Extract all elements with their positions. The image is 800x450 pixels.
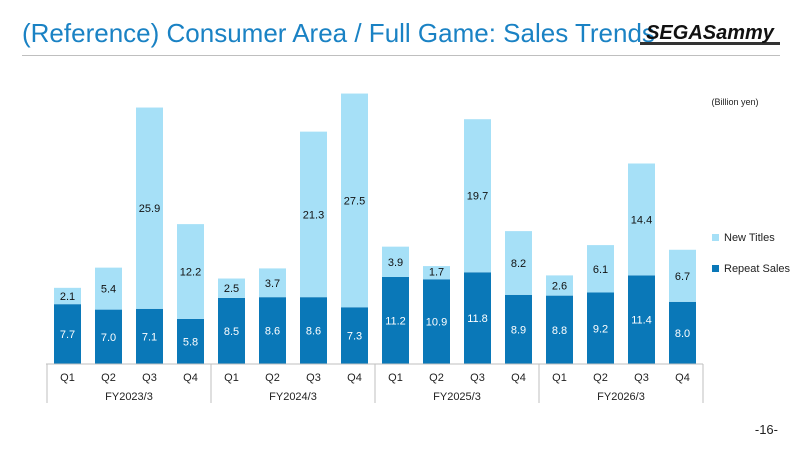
x-tick-label: Q2 bbox=[101, 372, 116, 384]
x-tick-label: Q1 bbox=[552, 372, 567, 384]
fiscal-year-label: FY2023/3 bbox=[105, 391, 153, 403]
x-tick-label: Q2 bbox=[593, 372, 608, 384]
bar-new-titles bbox=[95, 267, 122, 310]
data-label-new-titles: 3.7 bbox=[265, 278, 280, 290]
data-label-repeat-sales: 11.4 bbox=[631, 315, 652, 327]
bar-new-titles bbox=[382, 246, 409, 277]
bar-new-titles bbox=[587, 245, 614, 293]
data-label-repeat-sales: 8.0 bbox=[675, 328, 690, 340]
data-label-repeat-sales: 8.8 bbox=[552, 325, 567, 337]
data-label-new-titles: 27.5 bbox=[344, 195, 365, 207]
data-label-new-titles: 14.4 bbox=[631, 214, 652, 226]
page-number: -16- bbox=[754, 422, 778, 437]
bar-repeat-sales bbox=[505, 294, 532, 364]
bar-new-titles bbox=[628, 163, 655, 276]
data-label-new-titles: 19.7 bbox=[467, 191, 488, 203]
data-label-repeat-sales: 9.2 bbox=[593, 323, 608, 335]
bar-new-titles bbox=[136, 107, 163, 309]
data-label-new-titles: 8.2 bbox=[511, 258, 526, 270]
bar-new-titles bbox=[300, 131, 327, 298]
data-label-repeat-sales: 7.1 bbox=[142, 331, 157, 343]
data-label-new-titles: 1.7 bbox=[429, 266, 444, 278]
x-tick-label: Q2 bbox=[265, 372, 280, 384]
data-label-new-titles: 2.1 bbox=[60, 291, 75, 303]
bar-repeat-sales bbox=[259, 297, 286, 364]
bar-new-titles bbox=[341, 93, 368, 308]
bar-repeat-sales bbox=[341, 307, 368, 364]
page-title: (Reference) Consumer Area / Full Game: S… bbox=[22, 18, 655, 48]
legend-label: New Titles bbox=[724, 232, 775, 244]
data-label-repeat-sales: 7.0 bbox=[101, 332, 116, 344]
fiscal-year-label: FY2026/3 bbox=[597, 391, 645, 403]
bar-new-titles bbox=[546, 275, 573, 296]
unit-label: (Billion yen) bbox=[711, 97, 759, 107]
data-label-repeat-sales: 7.7 bbox=[60, 329, 75, 341]
bar-repeat-sales bbox=[464, 272, 491, 364]
bar-repeat-sales bbox=[54, 304, 81, 364]
data-label-new-titles: 12.2 bbox=[180, 267, 201, 279]
bar-repeat-sales bbox=[136, 308, 163, 364]
legend-swatch bbox=[712, 265, 719, 272]
bar-new-titles bbox=[423, 266, 450, 280]
company-logo: SEGASammy bbox=[640, 22, 780, 45]
x-tick-label: Q3 bbox=[142, 372, 157, 384]
data-label-repeat-sales: 11.8 bbox=[467, 313, 488, 325]
data-label-new-titles: 5.4 bbox=[101, 284, 116, 296]
bar-new-titles bbox=[464, 119, 491, 273]
data-label-new-titles: 6.1 bbox=[593, 264, 608, 276]
bar-repeat-sales bbox=[382, 276, 409, 364]
legend-label: Repeat Sales bbox=[724, 263, 791, 275]
data-label-repeat-sales: 7.3 bbox=[347, 331, 362, 343]
data-label-new-titles: 6.7 bbox=[675, 271, 690, 283]
bar-repeat-sales bbox=[177, 318, 204, 364]
bar-repeat-sales bbox=[669, 301, 696, 364]
bar-repeat-sales bbox=[423, 279, 450, 364]
x-tick-label: Q1 bbox=[60, 372, 75, 384]
bar-new-titles bbox=[177, 224, 204, 319]
fiscal-year-label: FY2024/3 bbox=[269, 391, 317, 403]
x-tick-label: Q3 bbox=[470, 372, 485, 384]
bar-repeat-sales bbox=[628, 275, 655, 364]
bar-new-titles bbox=[54, 287, 81, 305]
data-label-new-titles: 25.9 bbox=[139, 203, 160, 215]
x-tick-label: Q4 bbox=[347, 372, 362, 384]
data-label-repeat-sales: 8.6 bbox=[306, 326, 321, 338]
data-label-repeat-sales: 5.8 bbox=[183, 336, 198, 348]
bar-repeat-sales bbox=[300, 297, 327, 364]
bar-repeat-sales bbox=[546, 295, 573, 364]
data-label-repeat-sales: 8.5 bbox=[224, 326, 239, 338]
bar-new-titles bbox=[218, 278, 245, 298]
x-tick-label: Q4 bbox=[511, 372, 526, 384]
data-label-new-titles: 2.5 bbox=[224, 283, 239, 295]
bar-new-titles bbox=[259, 268, 286, 298]
data-label-repeat-sales: 8.9 bbox=[511, 324, 526, 336]
data-label-new-titles: 2.6 bbox=[552, 281, 567, 293]
data-label-new-titles: 21.3 bbox=[303, 209, 324, 221]
x-tick-label: Q1 bbox=[388, 372, 403, 384]
fiscal-year-label: FY2025/3 bbox=[433, 391, 481, 403]
bar-repeat-sales bbox=[95, 309, 122, 364]
x-tick-label: Q1 bbox=[224, 372, 239, 384]
legend-swatch bbox=[712, 234, 719, 241]
data-label-repeat-sales: 8.6 bbox=[265, 326, 280, 338]
svg-text:SEGASammy: SEGASammy bbox=[646, 22, 775, 44]
data-label-repeat-sales: 11.2 bbox=[385, 315, 406, 327]
bar-new-titles bbox=[669, 249, 696, 302]
bar-repeat-sales bbox=[587, 292, 614, 364]
x-tick-label: Q3 bbox=[306, 372, 321, 384]
bar-new-titles bbox=[505, 231, 532, 295]
x-tick-label: Q4 bbox=[675, 372, 690, 384]
x-tick-label: Q2 bbox=[429, 372, 444, 384]
title-divider bbox=[22, 55, 780, 56]
bar-repeat-sales bbox=[218, 297, 245, 364]
data-label-new-titles: 3.9 bbox=[388, 257, 403, 269]
x-tick-label: Q3 bbox=[634, 372, 649, 384]
data-label-repeat-sales: 10.9 bbox=[426, 317, 447, 329]
x-tick-label: Q4 bbox=[183, 372, 198, 384]
